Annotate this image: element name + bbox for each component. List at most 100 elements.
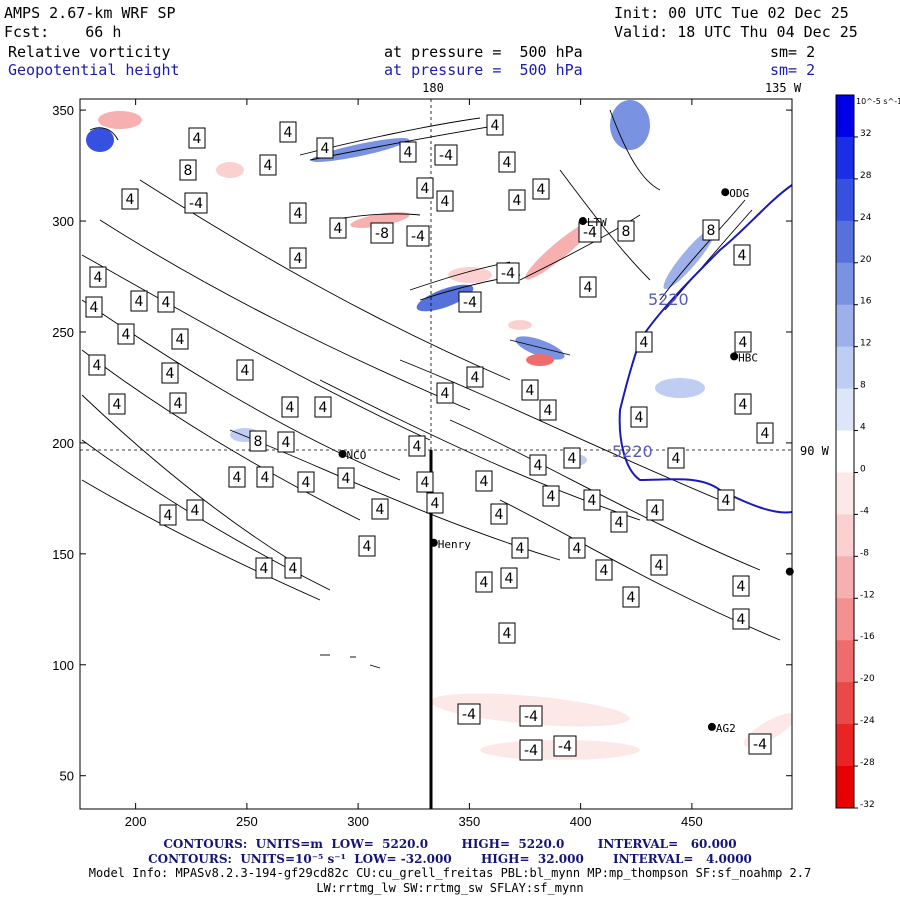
contour-label-box <box>179 159 197 181</box>
colorbar-segment <box>836 304 854 348</box>
colorbar-tick-label: -4 <box>860 506 869 516</box>
fcst-label: Fcst: <box>4 23 50 41</box>
colorbar-segment <box>836 640 854 683</box>
contour-label: 4 <box>233 470 242 486</box>
contour-label: 4 <box>342 471 351 487</box>
contour-label: 4 <box>635 410 644 426</box>
contour-label-box <box>508 189 526 211</box>
contour-label: 4 <box>289 561 298 577</box>
contour-label: 4 <box>193 131 202 147</box>
contour-line <box>229 429 561 561</box>
contour-label: 4 <box>404 145 413 161</box>
contour-label-box <box>500 567 518 589</box>
meridian-label-180: 180 <box>422 81 444 95</box>
contour-label-box <box>121 188 139 210</box>
contour-label-box <box>475 571 493 593</box>
contour-label: 4 <box>421 475 430 491</box>
contour-line <box>609 109 661 191</box>
contour-label-box <box>568 537 586 559</box>
x-tick-label: 200 <box>125 814 147 829</box>
contour-label-box <box>579 276 597 298</box>
contour-label-box <box>284 557 302 579</box>
negative-vorticity-blob <box>526 354 554 366</box>
colorbar-segment <box>836 514 854 557</box>
colorbar-tick-label: -32 <box>860 800 875 810</box>
contour-label: 4 <box>739 397 748 413</box>
level-vorticity: at pressure = 500 hPa <box>384 43 583 61</box>
contour-label: -4 <box>583 225 597 241</box>
contour-line <box>509 339 571 356</box>
contour-label: 4 <box>480 474 489 490</box>
station-label: Henry <box>438 538 471 551</box>
colorbar-segment <box>836 178 854 222</box>
contour-label: 4 <box>421 181 430 197</box>
contour-label: 4 <box>294 251 303 267</box>
contour-label-box <box>734 393 752 415</box>
contour-label: 4 <box>321 141 330 157</box>
colorbar-tick-label: -12 <box>860 590 875 600</box>
contour-line <box>399 359 721 501</box>
contour-label: 4 <box>495 507 504 523</box>
contour-label-box <box>289 202 307 224</box>
contour-label-box <box>85 296 103 318</box>
footer-height-contours: CONTOURS: UNITS=m LOW= 5220.0 HIGH= 5220… <box>163 837 737 851</box>
contour-label-box <box>281 396 299 418</box>
contour-label-box <box>279 121 297 143</box>
contour-label: -4 <box>753 737 767 753</box>
colorbar-tick-label: -16 <box>860 632 875 642</box>
field-vorticity: Relative vorticity <box>8 43 171 61</box>
contour-label-box <box>89 266 107 288</box>
valid-time: Valid: 18 UTC Thu 04 Dec 25 <box>614 23 858 41</box>
contour-label-box <box>732 608 750 630</box>
x-tick-label: 250 <box>236 814 258 829</box>
colorbar-tick-label: 8 <box>860 381 866 391</box>
contour-label-box <box>539 399 557 421</box>
smoothing-geopotential: sm= 2 <box>770 61 816 79</box>
contour-label-box <box>646 499 664 521</box>
contour-label-box <box>486 114 504 136</box>
negative-vorticity-blob <box>216 162 244 178</box>
contour-label-box <box>434 144 458 166</box>
contour-label-box <box>399 141 417 163</box>
contour-label-box <box>228 466 246 488</box>
contour-label: 4 <box>737 612 746 628</box>
footer-model-physics: LW:rrtmg_lw SW:rrtmg_sw SFLAY:sf_mynn <box>316 881 584 895</box>
contour-label: -4 <box>524 709 538 725</box>
contour-label-box <box>756 422 774 444</box>
contour-label-box <box>337 467 355 489</box>
colorbar-tick-label: 16 <box>860 297 872 307</box>
contour-label: 4 <box>547 489 556 505</box>
contour-label: 4 <box>319 400 328 416</box>
model-title: AMPS 2.67-km WRF SP <box>4 4 176 22</box>
contour-label: 4 <box>738 248 747 264</box>
field-geopotential: Geopotential height <box>8 61 180 79</box>
y-tick-label: 300 <box>52 214 74 229</box>
contour-label-box <box>617 220 635 242</box>
colorbar-tick-label: 4 <box>860 423 866 433</box>
contour-label-box <box>610 511 628 533</box>
positive-vorticity-blob <box>610 100 650 150</box>
colorbar-tick-label: 28 <box>860 171 872 181</box>
station-marker <box>338 450 347 458</box>
colorbar-tick-label: 32 <box>860 129 871 139</box>
contour-label: 4 <box>588 493 597 509</box>
positive-vorticity-blob <box>655 378 705 398</box>
contour-label: 4 <box>241 363 250 379</box>
contour-label: 4 <box>480 575 489 591</box>
contour-label-box <box>466 366 484 388</box>
contour-label-box <box>498 622 516 644</box>
contour-label-box <box>583 489 601 511</box>
contour-label: -4 <box>462 707 476 723</box>
contour-label: 4 <box>503 155 512 171</box>
contour-line <box>89 127 119 141</box>
colorbar-unit: 10^-5 s^-1 <box>856 97 900 106</box>
contour-label-box <box>436 190 454 212</box>
contour-label-box <box>159 504 177 526</box>
contour-label-box <box>249 430 267 452</box>
contour-label-box <box>542 485 560 507</box>
contour-label-box <box>297 471 315 493</box>
contour-label-box <box>108 393 126 415</box>
station-label: AG2 <box>716 722 736 735</box>
contour-label-box <box>184 192 208 214</box>
